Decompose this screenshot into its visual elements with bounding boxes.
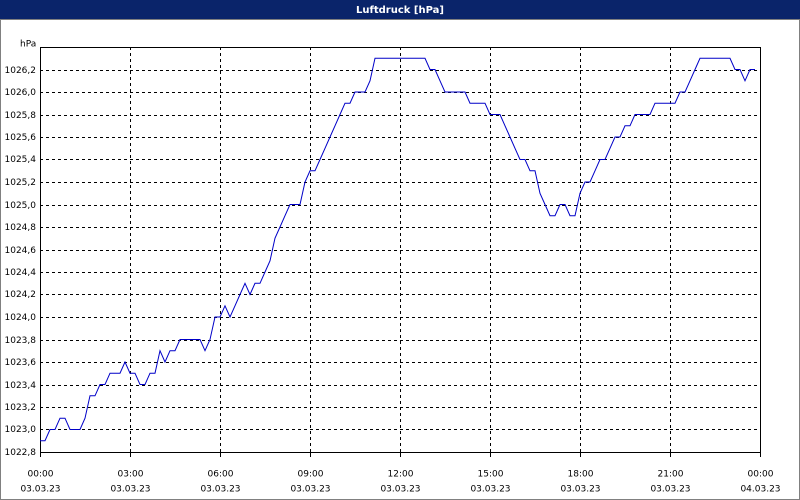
y-tick-label: 1024,8: [5, 223, 37, 233]
x-tick-label: 21:00: [658, 470, 684, 480]
title-bar: [0, 0, 800, 19]
y-tick-label: 1023,8: [5, 336, 37, 346]
x-tick-label: 00:00: [28, 470, 54, 480]
x-tick-date: 03.03.23: [290, 485, 330, 495]
y-unit: hPa: [20, 40, 36, 50]
x-tick-date: 03.03.23: [560, 485, 600, 495]
y-tick-label: 1025,6: [5, 133, 37, 143]
y-tick-label: 1024,4: [5, 268, 37, 278]
x-tick-date: 03.03.23: [380, 485, 420, 495]
y-tick-label: 1026,0: [5, 88, 37, 98]
y-tick-label: 1023,0: [5, 425, 37, 435]
y-tick-label: 1026,2: [5, 66, 37, 76]
x-tick-date: 03.03.23: [20, 485, 60, 495]
y-tick-label: 1024,2: [5, 290, 37, 300]
y-tick-label: 1025,4: [5, 155, 37, 165]
y-tick-label: 1023,2: [5, 403, 37, 413]
line-series: [40, 57, 755, 442]
x-tick-label: 12:00: [388, 470, 414, 480]
y-tick-label: 1025,8: [5, 111, 37, 121]
x-tick-label: 09:00: [298, 470, 324, 480]
x-tick-date: 03.03.23: [470, 485, 510, 495]
x-tick-label: 15:00: [478, 470, 504, 480]
x-tick-date: 03.03.23: [200, 485, 240, 495]
x-tick-label: 03:00: [118, 470, 144, 480]
x-tick-date: 03.03.23: [650, 485, 690, 495]
chart-title: Luftdruck [hPa]: [356, 5, 444, 16]
y-tick-label: 1024,0: [5, 313, 37, 323]
y-tick-label: 1022,8: [5, 448, 37, 458]
y-tick-label: 1025,2: [5, 178, 37, 188]
plot-border: [40, 47, 761, 453]
y-tick-label: 1024,6: [5, 246, 37, 256]
x-tick-label: 18:00: [568, 470, 594, 480]
x-tick-label: 00:00: [748, 470, 774, 480]
y-tick-label: 1023,6: [5, 358, 37, 368]
y-tick-label: 1023,4: [5, 381, 37, 391]
x-tick-label: 06:00: [208, 470, 234, 480]
y-tick-label: 1025,0: [5, 201, 37, 211]
x-tick-date: 03.03.23: [110, 485, 150, 495]
x-tick-date: 04.03.23: [740, 485, 780, 495]
